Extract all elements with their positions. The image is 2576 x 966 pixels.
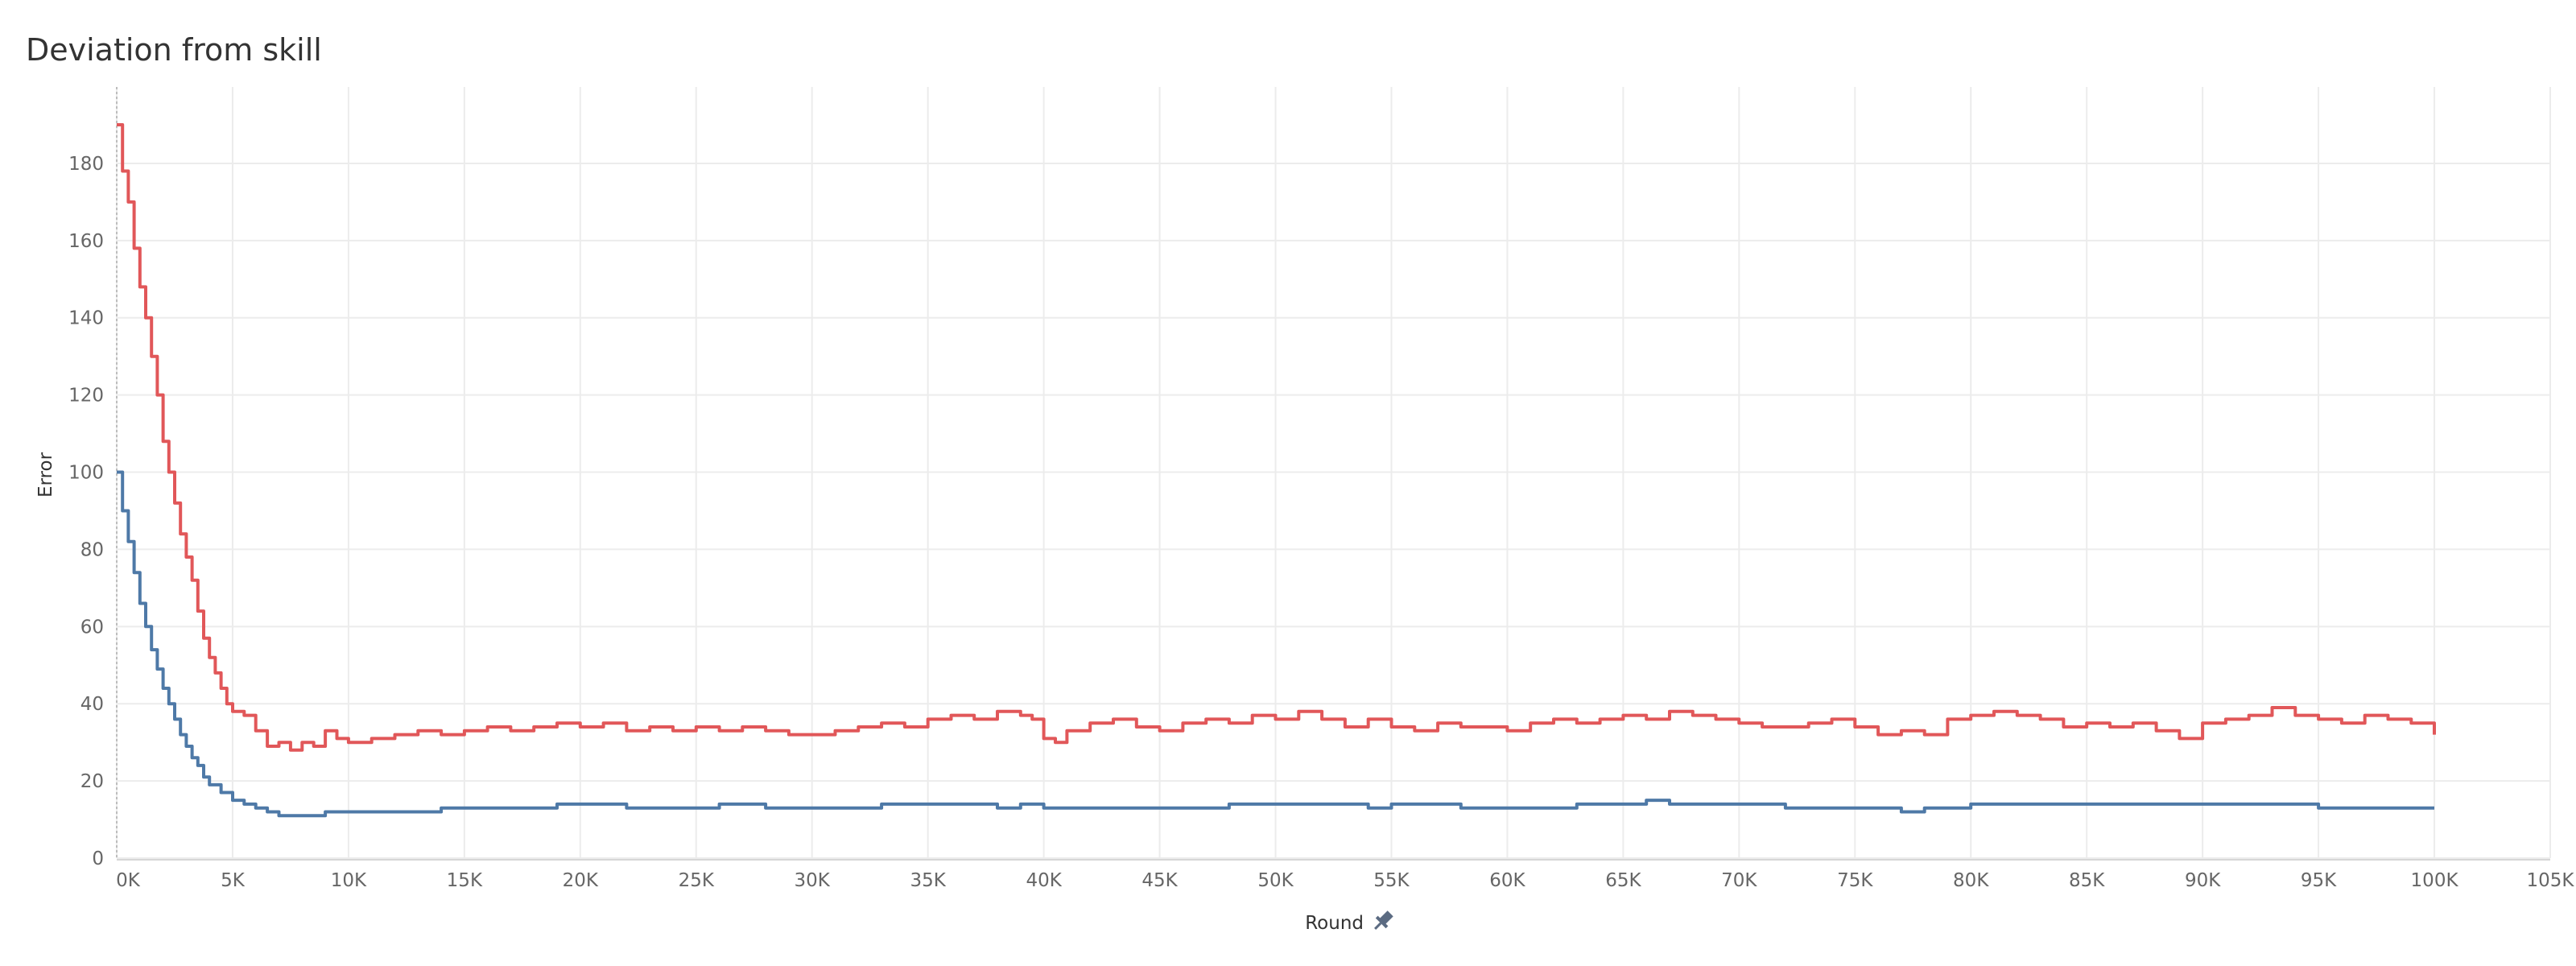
y-tick-label: 20 bbox=[80, 771, 104, 792]
y-tick-label: 0 bbox=[92, 848, 104, 869]
y-tick-label: 60 bbox=[80, 617, 104, 638]
x-tick-label: 30K bbox=[795, 870, 831, 891]
x-tick-label: 20K bbox=[563, 870, 599, 891]
x-tick-label: 35K bbox=[910, 870, 946, 891]
y-tick-label: 120 bbox=[68, 386, 104, 407]
y-tick-label: 180 bbox=[68, 154, 104, 175]
x-tick-label: 90K bbox=[2185, 870, 2221, 891]
x-tick-label: 70K bbox=[1721, 870, 1757, 891]
axes bbox=[116, 87, 2550, 861]
y-tick-label: 140 bbox=[68, 308, 104, 329]
chart-title: Deviation from skill bbox=[26, 32, 322, 68]
grid-lines bbox=[116, 87, 2551, 859]
x-tick-label: 5K bbox=[221, 870, 246, 891]
x-tick-label: 50K bbox=[1257, 870, 1294, 891]
x-tick-label: 65K bbox=[1605, 870, 1641, 891]
x-tick-label: 105K bbox=[2527, 870, 2575, 891]
x-tick-label: 60K bbox=[1489, 870, 1525, 891]
x-tick-label: 40K bbox=[1026, 870, 1062, 891]
x-tick-label: 95K bbox=[2301, 870, 2337, 891]
x-tick-label: 0K bbox=[116, 870, 141, 891]
x-tick-label: 75K bbox=[1837, 870, 1873, 891]
y-tick-label: 100 bbox=[68, 463, 104, 484]
y-tick-label: 80 bbox=[80, 539, 104, 560]
y-tick-label: 160 bbox=[68, 231, 104, 252]
pin-icon[interactable] bbox=[1370, 908, 1396, 934]
tick-labels: 0K 5K 10K 15K 20K 25K 30K 35K 40K 45K 50K 55K 60K 65K… bbox=[68, 154, 2574, 891]
x-tick-label: 55K bbox=[1373, 870, 1410, 891]
y-axis-title: Error bbox=[35, 452, 56, 497]
x-axis-title: Round bbox=[1305, 913, 1364, 934]
series-line-1[interactable] bbox=[117, 470, 2434, 818]
x-tick-label: 15K bbox=[447, 870, 483, 891]
x-tick-label: 100K bbox=[2411, 870, 2459, 891]
series-lines bbox=[117, 123, 2436, 818]
x-tick-label: 25K bbox=[679, 870, 715, 891]
x-tick-label: 10K bbox=[331, 870, 367, 891]
x-tick-label: 45K bbox=[1141, 870, 1178, 891]
y-tick-label: 40 bbox=[80, 694, 104, 715]
x-tick-label: 85K bbox=[2069, 870, 2105, 891]
series-line-0[interactable] bbox=[117, 123, 2436, 752]
x-tick-label: 80K bbox=[1953, 870, 1989, 891]
